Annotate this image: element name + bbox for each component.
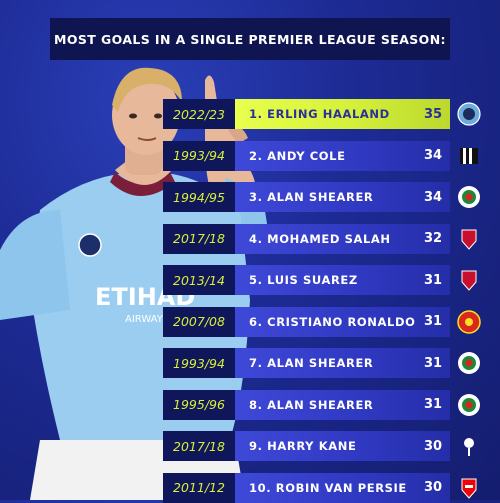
blackburn-crest-icon <box>456 392 482 418</box>
tottenham-crest-icon <box>456 433 482 459</box>
player-bar: 3. ALAN SHEARER 34 <box>235 182 450 212</box>
goals-count: 31 <box>423 355 443 371</box>
player-name: 10. ROBIN VAN PERSIE <box>249 480 407 495</box>
player-bar: 1. ERLING HAALAND 35 <box>235 99 450 129</box>
table-row: 2007/08 6. CRISTIANO RONALDO 31 <box>163 306 493 337</box>
season-label: 1994/95 <box>163 182 235 212</box>
player-name: 7. ALAN SHEARER <box>249 356 374 370</box>
goals-count: 31 <box>423 314 443 329</box>
shirt-sponsor-sub: AIRWAYS <box>125 314 169 325</box>
table-row: 1995/96 8. ALAN SHEARER 31 <box>163 389 493 420</box>
season-label: 2022/23 <box>163 99 235 129</box>
season-label: 1993/94 <box>163 140 235 171</box>
title-bar: MOST GOALS IN A SINGLE PREMIER LEAGUE SE… <box>50 18 450 60</box>
man-city-crest-icon <box>456 101 482 127</box>
player-name: 8. ALAN SHEARER <box>249 397 374 412</box>
player-bar: 6. CRISTIANO RONALDO 31 <box>235 306 450 337</box>
table-row: 2017/18 4. MOHAMED SALAH 32 <box>163 223 493 254</box>
table-row: 2022/23 1. ERLING HAALAND 35 <box>163 99 493 129</box>
player-name: 5. LUIS SUAREZ <box>249 273 358 287</box>
liverpool-crest-icon <box>456 267 482 293</box>
goals-count: 34 <box>423 189 443 205</box>
newcastle-crest-icon <box>456 143 482 169</box>
player-bar: 7. ALAN SHEARER 31 <box>235 348 450 378</box>
player-name: 1. ERLING HAALAND <box>249 107 390 121</box>
player-bar: 5. LUIS SUAREZ 31 <box>235 265 450 295</box>
season-label: 2017/18 <box>163 431 235 461</box>
player-name: 9. HARRY KANE <box>249 439 357 453</box>
player-name: 3. ALAN SHEARER <box>249 190 374 204</box>
goals-count: 32 <box>423 231 443 246</box>
table-row: 2017/18 9. HARRY KANE 30 <box>163 431 493 461</box>
blackburn-crest-icon <box>456 184 482 210</box>
blackburn-crest-icon <box>456 350 482 376</box>
player-name: 4. MOHAMED SALAH <box>249 231 391 246</box>
man-united-crest-icon <box>456 309 482 335</box>
goals-count: 35 <box>423 106 443 122</box>
liverpool-crest-icon <box>456 226 482 252</box>
arsenal-crest-icon <box>456 475 482 501</box>
player-bar: 10. ROBIN VAN PERSIE 30 <box>235 472 450 503</box>
player-bar: 9. HARRY KANE 30 <box>235 431 450 461</box>
table-row: 1993/94 2. ANDY COLE 34 <box>163 140 493 171</box>
table-row: 2011/12 10. ROBIN VAN PERSIE 30 <box>163 472 493 503</box>
goals-count: 30 <box>423 438 443 454</box>
season-label: 2017/18 <box>163 223 235 254</box>
season-label: 2007/08 <box>163 306 235 337</box>
season-label: 1993/94 <box>163 348 235 378</box>
player-bar: 8. ALAN SHEARER 31 <box>235 389 450 420</box>
goals-count: 31 <box>423 272 443 288</box>
table-row: 2013/14 5. LUIS SUAREZ 31 <box>163 265 493 295</box>
player-name: 2. ANDY COLE <box>249 148 346 163</box>
goals-count: 30 <box>423 480 443 495</box>
table-row: 1994/95 3. ALAN SHEARER 34 <box>163 182 493 212</box>
page-title: MOST GOALS IN A SINGLE PREMIER LEAGUE SE… <box>54 31 446 47</box>
player-name: 6. CRISTIANO RONALDO <box>249 314 416 329</box>
season-label: 2011/12 <box>163 472 235 503</box>
goals-count: 34 <box>423 148 443 163</box>
player-bar: 2. ANDY COLE 34 <box>235 140 450 171</box>
season-label: 2013/14 <box>163 265 235 295</box>
season-label: 1995/96 <box>163 389 235 420</box>
player-bar: 4. MOHAMED SALAH 32 <box>235 223 450 254</box>
goals-count: 31 <box>423 397 443 412</box>
table-row: 1993/94 7. ALAN SHEARER 31 <box>163 348 493 378</box>
